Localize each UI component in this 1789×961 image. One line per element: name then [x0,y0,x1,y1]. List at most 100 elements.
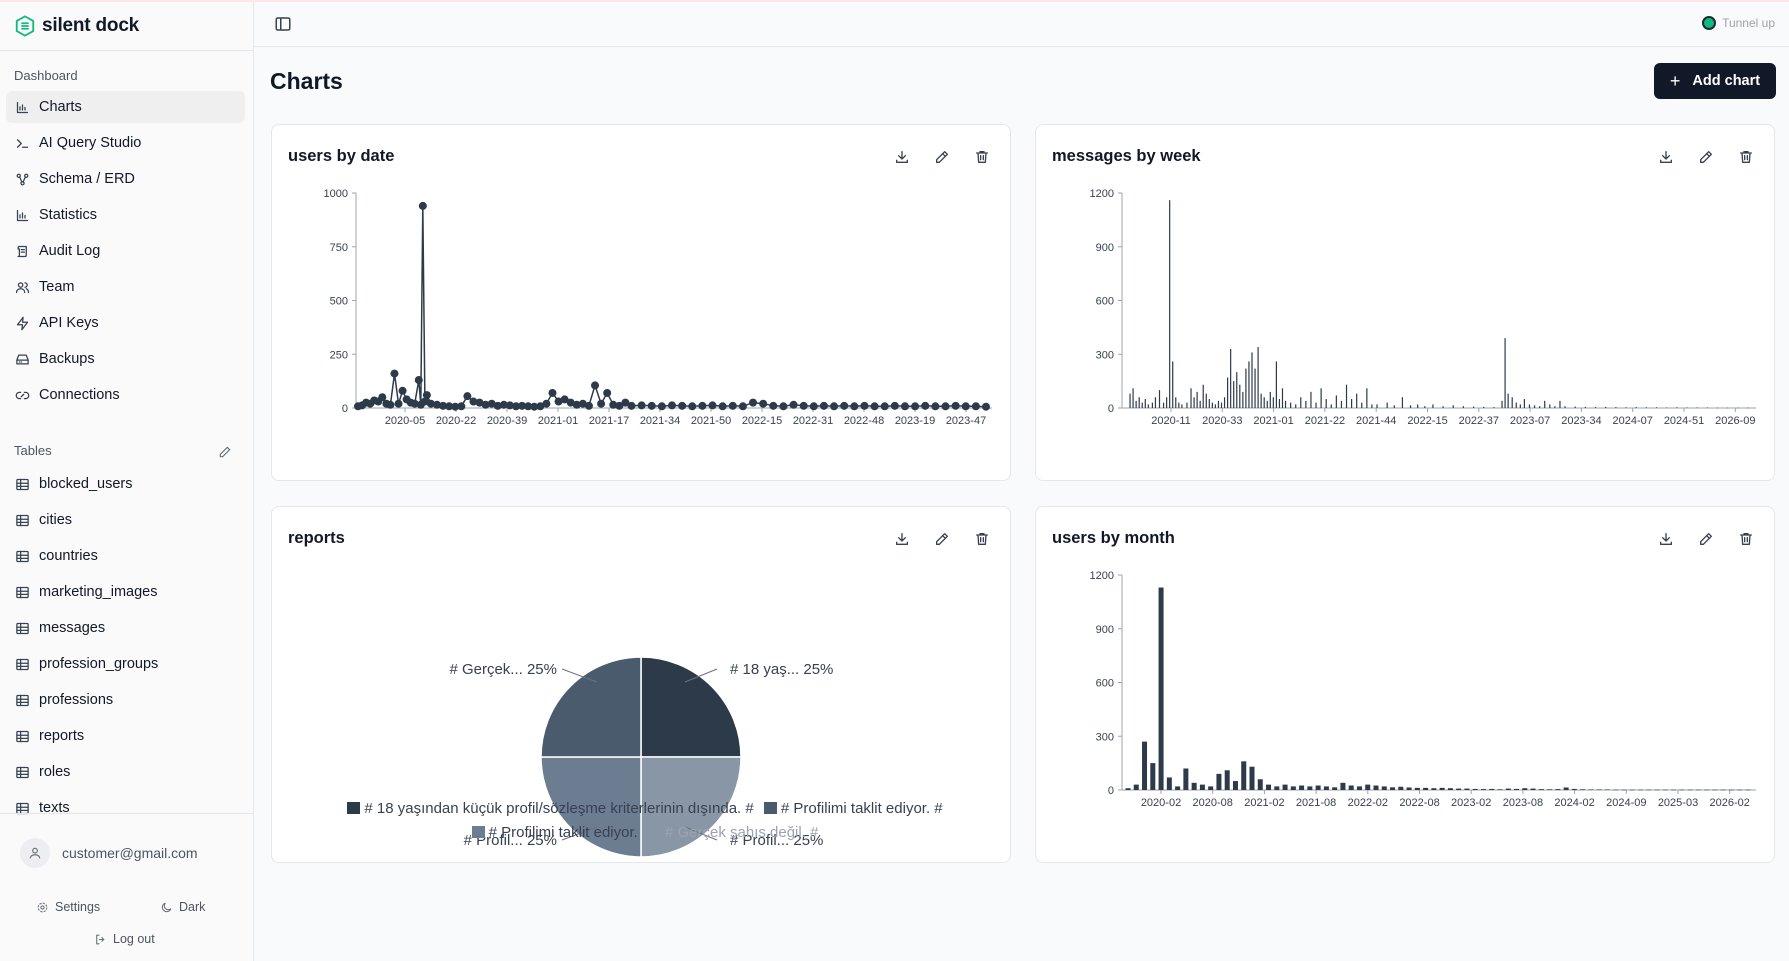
bar[interactable] [1447,788,1453,790]
data-point[interactable] [463,392,472,401]
bar[interactable] [1497,789,1503,790]
bar[interactable] [1594,407,1597,408]
data-point[interactable] [779,402,788,411]
download-button[interactable] [1656,147,1676,167]
bar[interactable] [1376,404,1378,408]
bar[interactable] [1356,393,1358,408]
bar[interactable] [1615,407,1617,408]
data-point[interactable] [418,201,427,210]
data-point[interactable] [941,402,950,411]
data-point[interactable] [518,401,527,410]
bar[interactable] [1315,785,1321,790]
bar[interactable] [1747,407,1749,409]
edit-button[interactable] [1696,529,1716,549]
bar[interactable] [1295,404,1297,408]
data-point[interactable] [931,402,940,411]
data-point[interactable] [668,401,676,410]
data-point[interactable] [749,398,758,407]
data-point[interactable] [584,401,593,410]
bar[interactable] [1348,785,1354,790]
bar[interactable] [1227,377,1229,408]
bar[interactable] [1646,789,1652,791]
bar[interactable] [1151,402,1153,408]
bar[interactable] [1310,391,1312,408]
bar[interactable] [1217,400,1220,408]
bar[interactable] [1493,407,1495,408]
bar[interactable] [1254,368,1256,408]
bar[interactable] [1523,399,1525,408]
data-point[interactable] [789,400,798,409]
bar[interactable] [1635,407,1637,408]
bar[interactable] [1154,397,1157,408]
data-point[interactable] [860,401,869,410]
bar[interactable] [1300,397,1302,408]
bar[interactable] [1604,789,1610,791]
bar[interactable] [1125,788,1131,790]
bar[interactable] [1223,397,1226,408]
data-point[interactable] [578,399,587,408]
data-point[interactable] [951,401,960,410]
table-item-blocked-users[interactable]: blocked_users [6,468,245,500]
bar[interactable] [1239,384,1241,408]
sidebar-item-api-keys[interactable]: API Keys [6,307,245,339]
data-point[interactable] [603,388,612,397]
bar[interactable] [1356,786,1362,790]
bar[interactable] [1249,766,1255,790]
bar[interactable] [1191,782,1197,790]
bar[interactable] [1214,404,1217,408]
bar[interactable] [1406,787,1412,790]
bar[interactable] [1666,407,1668,409]
sidebar-item-team[interactable]: Team [6,271,245,303]
theme-toggle-button[interactable]: Dark [160,900,205,914]
bar[interactable] [1175,397,1177,408]
pie-slice[interactable] [540,756,642,857]
bar[interactable] [1299,785,1305,790]
bar[interactable] [1202,384,1204,408]
bar[interactable] [1431,788,1437,790]
bar[interactable] [1351,399,1353,408]
bar[interactable] [1275,361,1277,408]
bar[interactable] [1737,789,1743,791]
bar[interactable] [1183,768,1189,791]
bar[interactable] [1150,763,1156,790]
bar[interactable] [1522,788,1528,790]
bar[interactable] [1554,406,1556,408]
bar[interactable] [1166,397,1168,408]
bar[interactable] [1515,402,1517,408]
data-point[interactable] [524,402,533,411]
bar[interactable] [1533,405,1536,408]
bar[interactable] [1190,388,1192,408]
bar[interactable] [1257,347,1259,408]
bar[interactable] [1507,393,1509,408]
bar[interactable] [1166,777,1172,790]
bar[interactable] [1169,200,1171,408]
bar[interactable] [1260,393,1262,408]
bar[interactable] [1538,789,1544,790]
bar[interactable] [1559,400,1561,408]
data-point[interactable] [560,395,569,404]
bar[interactable] [1158,390,1161,408]
data-point[interactable] [621,398,630,407]
bar[interactable] [1135,400,1137,408]
data-point[interactable] [982,402,990,411]
bar[interactable] [1366,388,1368,408]
bar[interactable] [1242,391,1244,408]
bar[interactable] [1281,388,1284,408]
data-point[interactable] [414,376,423,385]
bar[interactable] [1232,781,1238,790]
bar[interactable] [1175,786,1181,790]
bar[interactable] [1393,405,1395,408]
bar[interactable] [1662,789,1668,791]
bar[interactable] [1315,402,1317,408]
data-point[interactable] [457,402,466,411]
bar[interactable] [1307,786,1313,790]
data-point[interactable] [880,402,889,411]
data-point[interactable] [505,401,514,410]
bar[interactable] [1158,587,1164,790]
data-point[interactable] [961,402,970,411]
data-point[interactable] [398,386,407,395]
data-point[interactable] [542,399,551,408]
data-point[interactable] [572,400,581,409]
brand[interactable]: silent dock [0,2,253,51]
bar[interactable] [1216,773,1222,790]
